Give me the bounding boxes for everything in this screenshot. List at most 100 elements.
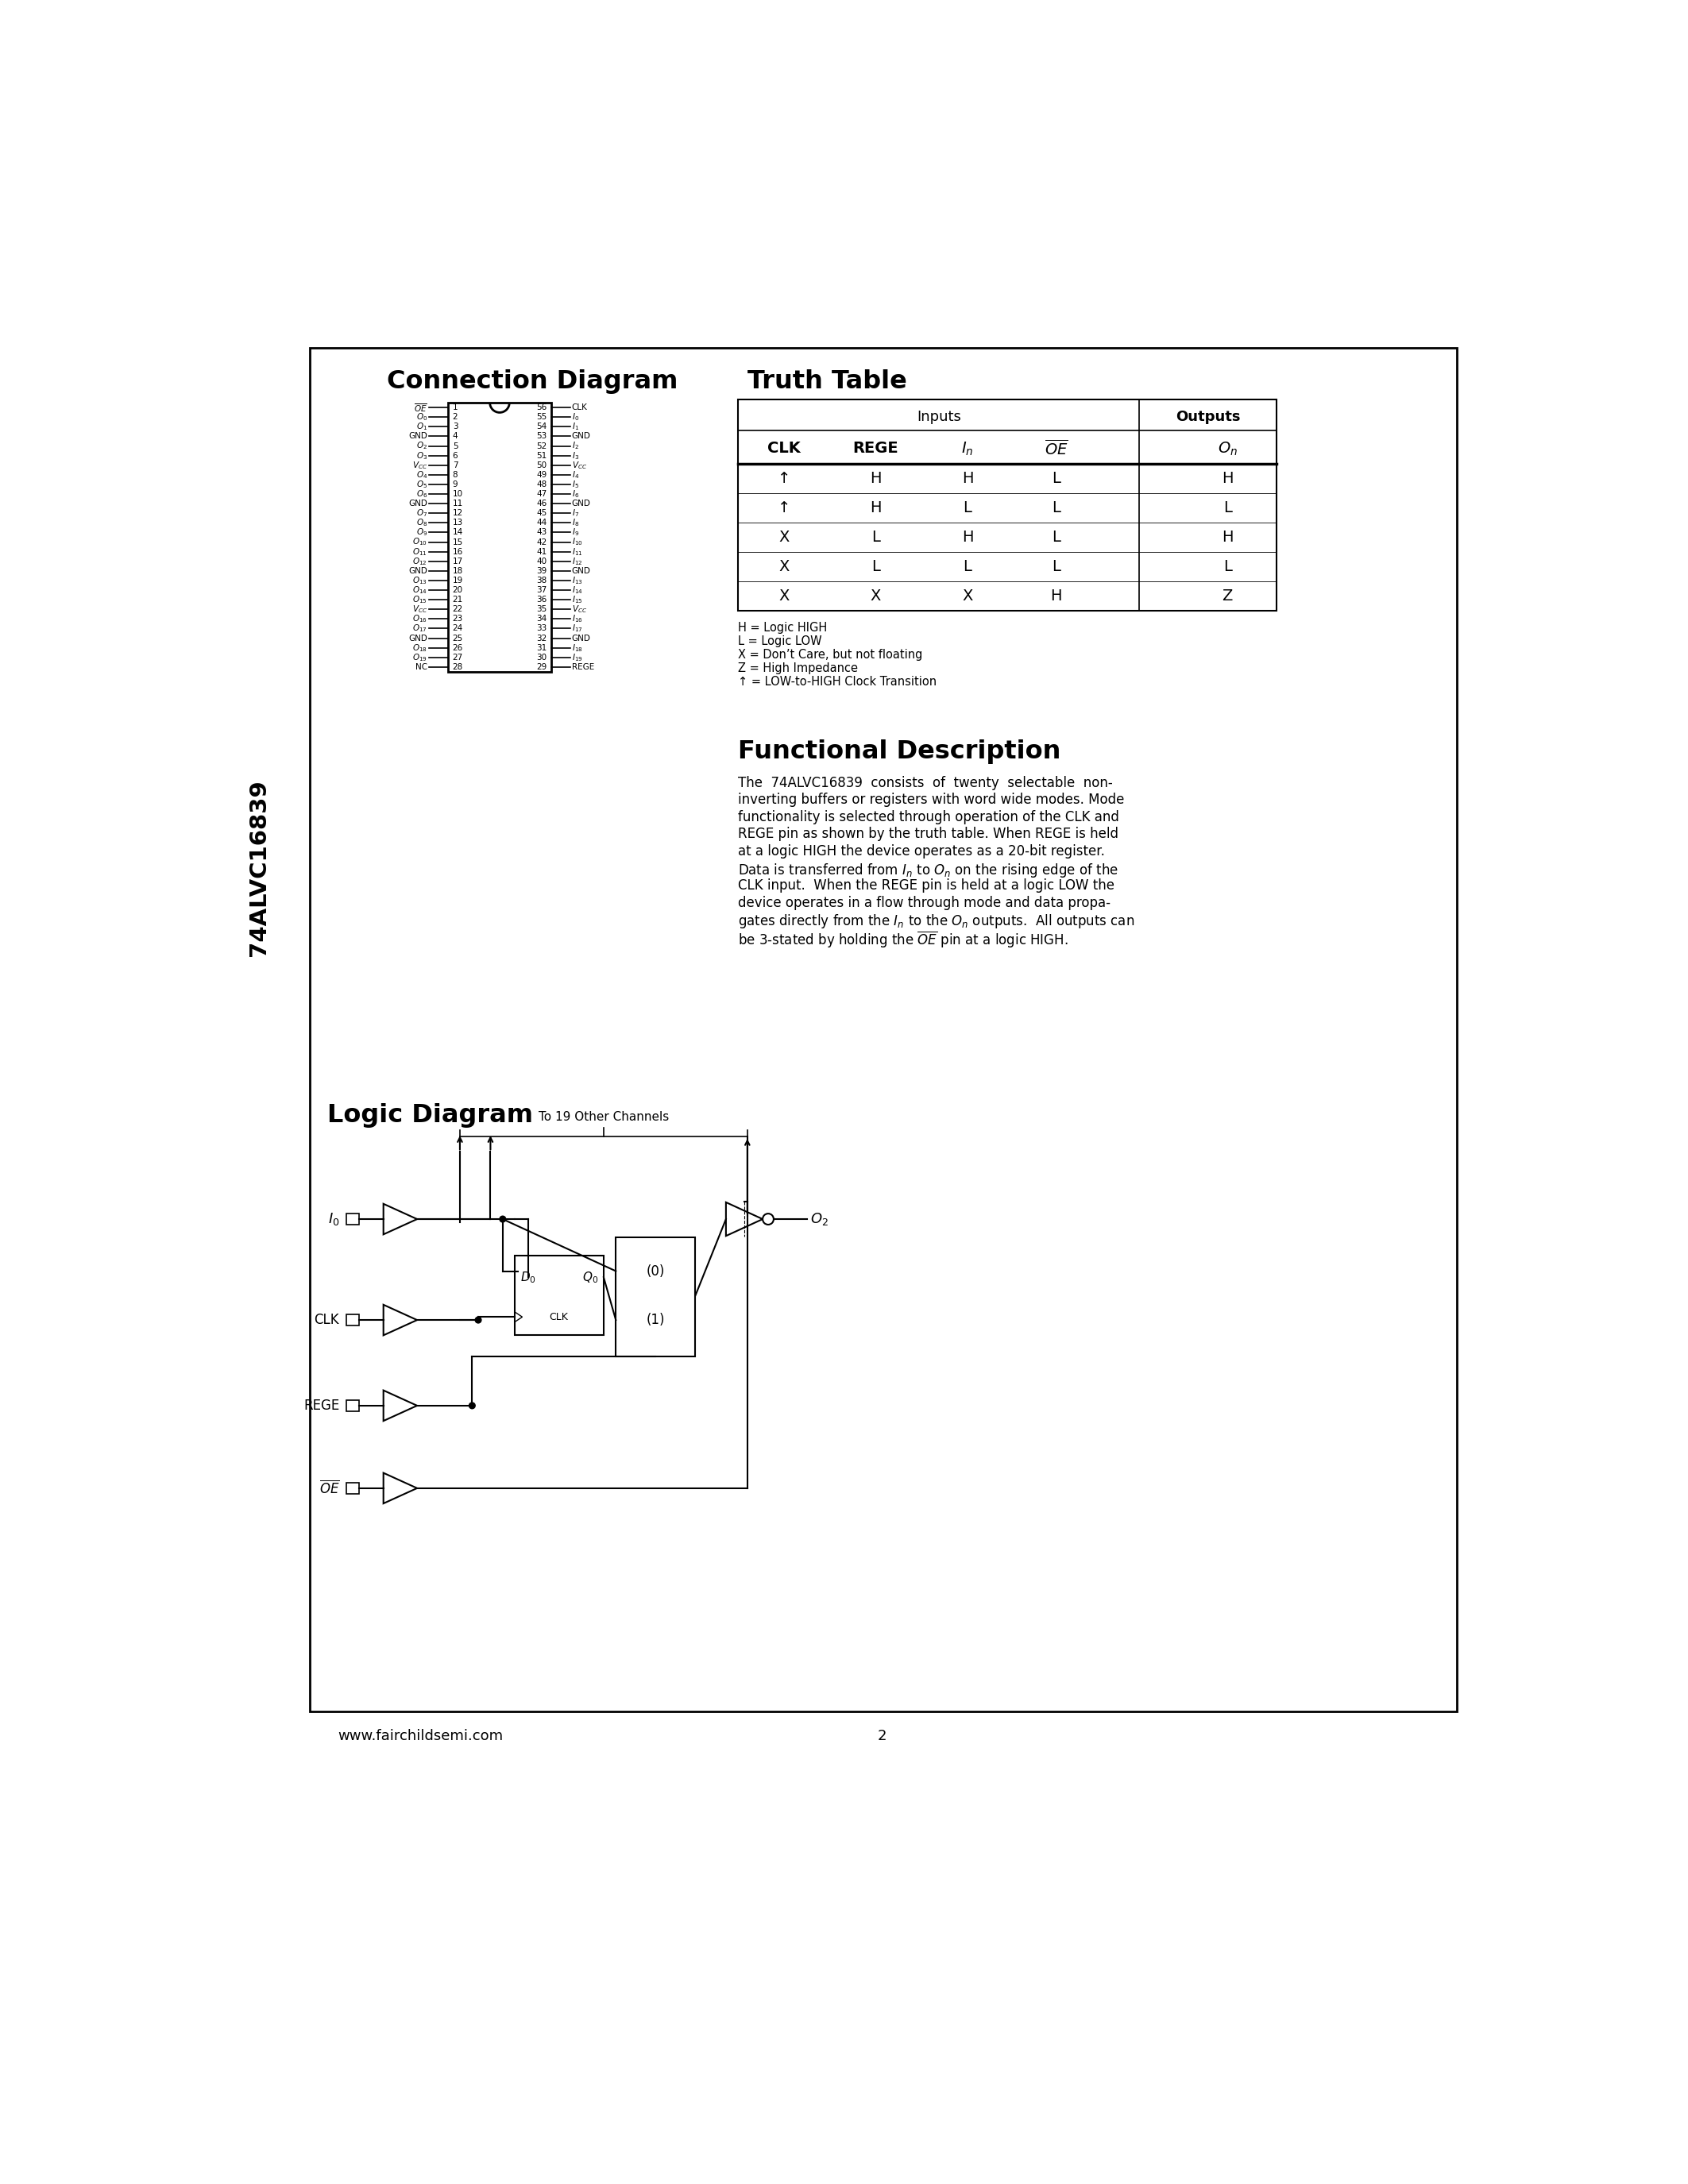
Polygon shape	[515, 1313, 522, 1321]
Text: 8: 8	[452, 472, 457, 478]
Text: $O_7$: $O_7$	[417, 507, 427, 520]
Text: 51: 51	[537, 452, 547, 459]
Text: $I_5$: $I_5$	[572, 478, 579, 489]
Text: 41: 41	[537, 548, 547, 555]
Text: $O_{17}$: $O_{17}$	[412, 622, 427, 633]
Text: 28: 28	[452, 664, 463, 670]
Text: Truth Table: Truth Table	[748, 369, 906, 393]
Text: $\overline{OE}$: $\overline{OE}$	[414, 402, 427, 413]
Text: $I_{13}$: $I_{13}$	[572, 574, 582, 585]
Text: $D_0$: $D_0$	[520, 1269, 537, 1284]
Bar	[447, 402, 552, 673]
Text: L: L	[1052, 500, 1060, 515]
Text: 32: 32	[537, 633, 547, 642]
Text: $O_8$: $O_8$	[417, 518, 427, 529]
Text: 27: 27	[452, 653, 463, 662]
Text: $O_9$: $O_9$	[417, 526, 427, 537]
Text: (0): (0)	[647, 1265, 665, 1278]
Text: CLK: CLK	[314, 1313, 339, 1328]
Text: 43: 43	[537, 529, 547, 537]
Text: 18: 18	[452, 568, 463, 574]
Text: 17: 17	[452, 557, 463, 566]
Text: $O_{14}$: $O_{14}$	[412, 585, 427, 596]
Text: $O_2$: $O_2$	[810, 1212, 829, 1227]
Text: 20: 20	[452, 585, 463, 594]
Text: 21: 21	[452, 596, 463, 603]
Text: $O_{10}$: $O_{10}$	[412, 537, 427, 548]
Text: Z: Z	[1222, 587, 1232, 603]
Text: Inputs: Inputs	[917, 411, 960, 424]
Text: NC: NC	[415, 664, 427, 670]
Text: $I_{11}$: $I_{11}$	[572, 546, 582, 557]
Text: $I_8$: $I_8$	[572, 518, 579, 529]
Text: 37: 37	[537, 585, 547, 594]
Text: 2: 2	[878, 1730, 886, 1743]
Text: Z = High Impedance: Z = High Impedance	[738, 662, 858, 675]
Text: 50: 50	[537, 461, 547, 470]
Text: GND: GND	[408, 633, 427, 642]
Text: CLK input.  When the REGE pin is held at a logic LOW the: CLK input. When the REGE pin is held at …	[738, 878, 1114, 893]
Text: $Q_0$: $Q_0$	[582, 1269, 598, 1284]
Text: 42: 42	[537, 537, 547, 546]
Text: 29: 29	[537, 664, 547, 670]
Text: GND: GND	[408, 500, 427, 507]
Text: ↑: ↑	[778, 500, 790, 515]
Text: Functional Description: Functional Description	[738, 738, 1062, 764]
Text: $\overline{OE}$: $\overline{OE}$	[1045, 439, 1069, 459]
Text: $O_{16}$: $O_{16}$	[412, 614, 427, 625]
Text: Data is transferred from $I_n$ to $O_n$ on the rising edge of the: Data is transferred from $I_n$ to $O_n$ …	[738, 860, 1119, 878]
Text: H = Logic HIGH: H = Logic HIGH	[738, 622, 827, 633]
Text: $V_{CC}$: $V_{CC}$	[572, 603, 587, 616]
Text: 39: 39	[537, 568, 547, 574]
Text: $I_1$: $I_1$	[572, 422, 579, 432]
Text: $O_5$: $O_5$	[417, 478, 427, 489]
Text: $O_4$: $O_4$	[415, 470, 427, 480]
Text: 22: 22	[452, 605, 463, 614]
Text: H: H	[1222, 531, 1234, 544]
Text: 49: 49	[537, 472, 547, 478]
Text: 38: 38	[537, 577, 547, 585]
Text: X: X	[962, 587, 972, 603]
Circle shape	[469, 1402, 476, 1409]
Text: gates directly from the $I_n$ to the $O_n$ outputs.  All outputs can: gates directly from the $I_n$ to the $O_…	[738, 913, 1134, 930]
Text: 47: 47	[537, 489, 547, 498]
Text: $I_{19}$: $I_{19}$	[572, 651, 582, 664]
Circle shape	[476, 1317, 481, 1324]
Text: $O_{13}$: $O_{13}$	[412, 574, 427, 585]
Text: ↑ = LOW-to-HIGH Clock Transition: ↑ = LOW-to-HIGH Clock Transition	[738, 675, 937, 688]
Text: 31: 31	[537, 644, 547, 651]
Text: GND: GND	[572, 432, 591, 441]
Text: 56: 56	[537, 404, 547, 411]
Text: (1): (1)	[647, 1313, 665, 1328]
Text: 30: 30	[537, 653, 547, 662]
Text: REGE: REGE	[572, 664, 594, 670]
Polygon shape	[383, 1203, 417, 1234]
Text: To 19 Other Channels: To 19 Other Channels	[538, 1112, 668, 1123]
Text: functionality is selected through operation of the CLK and: functionality is selected through operat…	[738, 810, 1119, 823]
Text: device operates in a flow through mode and data propa-: device operates in a flow through mode a…	[738, 895, 1111, 911]
Text: $I_0$: $I_0$	[327, 1212, 339, 1227]
Text: $I_{15}$: $I_{15}$	[572, 594, 582, 605]
Text: 9: 9	[452, 480, 457, 489]
Text: $I_0$: $I_0$	[572, 411, 579, 424]
Text: inverting buffers or registers with word wide modes. Mode: inverting buffers or registers with word…	[738, 793, 1124, 808]
Text: The  74ALVC16839  consists  of  twenty  selectable  non-: The 74ALVC16839 consists of twenty selec…	[738, 775, 1112, 791]
Text: 2: 2	[452, 413, 457, 422]
Text: 35: 35	[537, 605, 547, 614]
Circle shape	[763, 1214, 773, 1225]
Text: 53: 53	[537, 432, 547, 441]
Text: CLK: CLK	[550, 1313, 569, 1321]
Text: $O_{15}$: $O_{15}$	[412, 594, 427, 605]
Text: ↑: ↑	[778, 472, 790, 487]
Text: 10: 10	[452, 489, 463, 498]
Text: 54: 54	[537, 424, 547, 430]
Text: L: L	[964, 500, 972, 515]
Text: 55: 55	[537, 413, 547, 422]
Text: Outputs: Outputs	[1175, 411, 1241, 424]
Text: 14: 14	[452, 529, 463, 537]
Text: $I_{18}$: $I_{18}$	[572, 642, 582, 653]
Text: 52: 52	[537, 441, 547, 450]
Text: $I_{16}$: $I_{16}$	[572, 614, 582, 625]
Text: $I_7$: $I_7$	[572, 507, 579, 520]
Bar	[346, 1483, 360, 1494]
